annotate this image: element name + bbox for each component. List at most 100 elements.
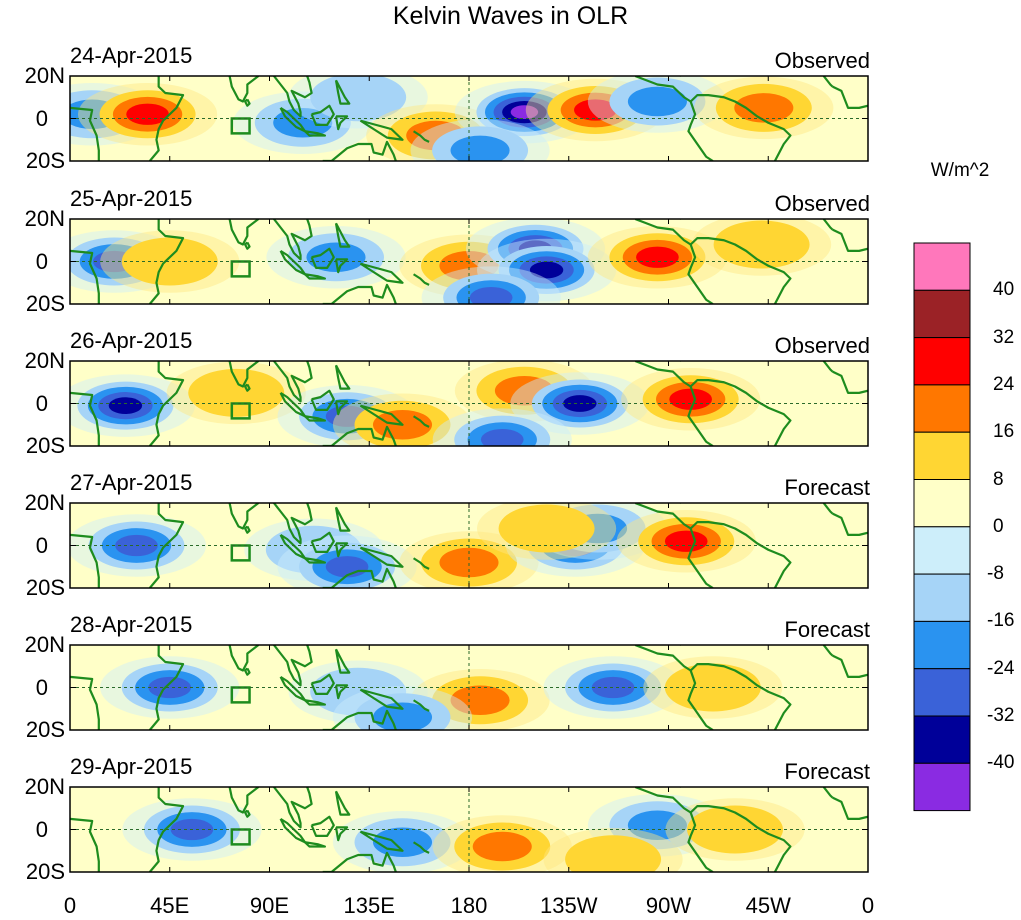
panel-date: 24-Apr-2015 [70, 43, 193, 68]
coastlines [70, 645, 868, 730]
colorbar-tick-label: 24 [993, 373, 1015, 395]
anomaly-contour [121, 237, 218, 286]
lat-tick-label: 0 [35, 105, 48, 131]
lat-tick-label: 20N [24, 206, 65, 231]
lat-tick-label: 0 [35, 248, 48, 274]
anomaly-contour [188, 368, 285, 417]
lat-tick-label: 20N [24, 63, 65, 88]
anomaly-cell-5 [510, 372, 650, 435]
anomaly-cell-8 [421, 266, 561, 304]
panel-date: 28-Apr-2015 [70, 612, 193, 637]
colorbar-swatch [913, 762, 971, 812]
lat-tick-label: 0 [35, 674, 48, 700]
anomaly-contour [310, 76, 407, 122]
colorbar-units: W/m^2 [930, 160, 990, 181]
anomaly-cell-8 [477, 503, 617, 560]
colorbar-swatch [913, 715, 971, 764]
lon-tick-label: 135W [540, 893, 598, 918]
panel-date: 29-Apr-2015 [70, 754, 193, 779]
lon-tick-label: 45E [150, 893, 190, 918]
lon-tick-label: 90E [249, 893, 290, 918]
anomaly-cell-7 [616, 510, 756, 573]
anomaly-contour [510, 105, 539, 119]
anomaly-cell-9 [692, 219, 832, 276]
colorbar-swatch [913, 479, 971, 528]
colorbar-swatch [913, 431, 971, 481]
anomaly-contour [472, 831, 532, 862]
panel-3 [69, 360, 869, 447]
lat-tick-label: 20N [24, 632, 65, 657]
anomaly-contour [306, 242, 366, 273]
panel-type-label: Observed [774, 48, 870, 73]
lon-tick-label: 90W [645, 893, 692, 918]
colorbar-swatch [913, 526, 971, 575]
anomaly-contour [591, 676, 635, 699]
coastlines [70, 76, 868, 161]
lat-tick-label: 0 [35, 532, 48, 558]
anomaly-contour [450, 685, 510, 716]
anomaly-cell-2 [332, 811, 473, 872]
lat-tick-label: 20N [24, 774, 65, 799]
anomaly-contour [664, 530, 708, 552]
colorbar-swatch [913, 337, 971, 386]
panel-2 [69, 218, 869, 305]
colorbar-tick-label: -24 [987, 657, 1015, 679]
colorbar-swatch [913, 242, 971, 291]
colorbar-tick-label: 16 [993, 421, 1015, 443]
colorbar-swatch [913, 620, 971, 670]
colorbar-tick-label: 40 [993, 279, 1015, 301]
coastlines [70, 219, 868, 304]
panel-5 [69, 644, 869, 731]
anomaly-cell-4 [288, 76, 428, 129]
anomaly-contour [273, 107, 333, 138]
anomaly-contour [126, 103, 169, 125]
anomaly-cell-10 [410, 119, 550, 161]
anomaly-cell-6 [332, 686, 473, 730]
anomaly-contour [734, 93, 794, 123]
lat-tick-label: 20S [25, 291, 65, 316]
lat-tick-label: 20N [24, 490, 65, 515]
anomaly-cell-5 [665, 798, 805, 861]
colorbar-tick-label: 32 [993, 326, 1015, 348]
lon-tick-label: 180 [450, 893, 488, 918]
colorbar-swatch [913, 573, 971, 622]
lat-tick-label: 0 [35, 390, 48, 416]
anomaly-cell-1 [100, 656, 240, 719]
colorbar-tick-label: -16 [987, 610, 1015, 632]
lat-tick-label: 20S [25, 717, 65, 742]
colorbar-tick-label: -40 [987, 752, 1015, 774]
anomaly-contour [372, 827, 433, 858]
anomaly-contour [439, 547, 499, 578]
anomaly-contour [498, 504, 595, 553]
anomaly-contour [372, 702, 433, 730]
lon-tick-label: 135E [343, 893, 395, 918]
panel-type-label: Forecast [784, 617, 870, 642]
panel-4 [69, 502, 869, 589]
lat-tick-label: 20S [25, 859, 65, 884]
lon-tick-label: 0 [861, 893, 875, 918]
lat-tick-label: 0 [35, 816, 48, 842]
colorbar-swatch [913, 384, 971, 433]
lat-tick-label: 20S [25, 433, 65, 458]
anomaly-contour [529, 261, 564, 279]
panel-type-label: Observed [774, 191, 870, 216]
lat-tick-label: 20N [24, 348, 65, 373]
anomaly-contour [627, 86, 687, 117]
anomaly-contour [565, 835, 662, 872]
anomaly-contour [480, 428, 524, 446]
colorbar-swatch [913, 668, 971, 717]
lat-tick-label: 20S [25, 575, 65, 600]
anomaly-cell-2 [77, 83, 218, 146]
panel-type-label: Forecast [784, 475, 870, 500]
anomaly-contour [574, 99, 617, 121]
anomaly-contour [469, 286, 513, 304]
panel-date: 25-Apr-2015 [70, 186, 193, 211]
anomaly-contour [687, 805, 783, 854]
anomaly-cell-8 [432, 408, 572, 446]
panel-date: 26-Apr-2015 [70, 328, 193, 353]
anomaly-cell-4 [543, 656, 683, 719]
colorbar-tick-label: 8 [993, 468, 1004, 490]
panel-1 [69, 75, 869, 162]
anomaly-contour [108, 397, 143, 414]
